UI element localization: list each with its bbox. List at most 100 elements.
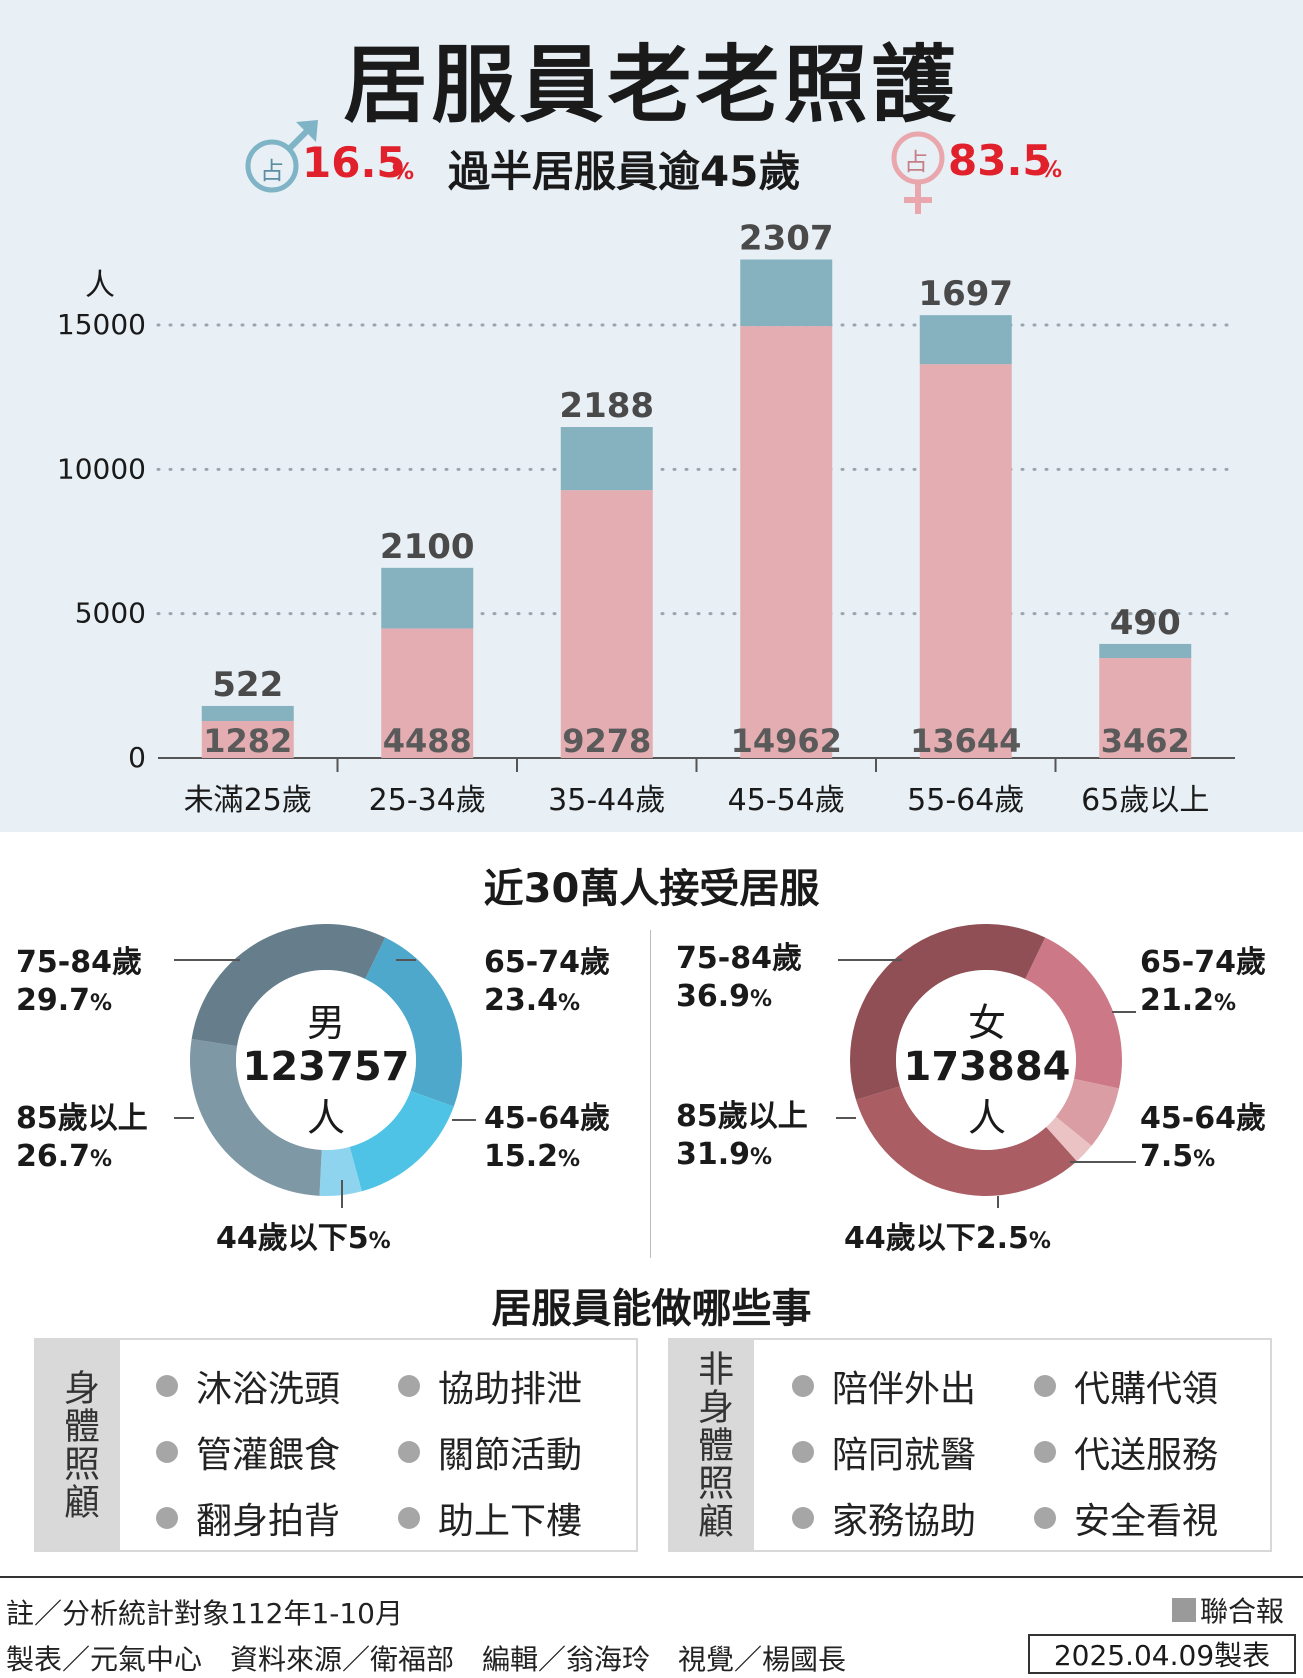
label-unit: % (750, 987, 773, 1012)
male-pct: 16.5 (302, 138, 406, 187)
nonphysical-care-label-box: 非身體照顧 (670, 1340, 754, 1550)
female-prefix: 占 (904, 148, 928, 176)
label-name: 65-74歲 (1140, 945, 1266, 980)
task-text: 協助排泄 (438, 1369, 583, 1410)
bar-value-label-male: 2100 (380, 527, 475, 567)
female-label-44-under: 44歲以下2.5% (844, 1220, 1051, 1261)
bullet-icon (398, 1375, 420, 1397)
bar-female (740, 326, 833, 758)
label-unit: % (558, 1147, 581, 1172)
bullet-icon (1034, 1375, 1056, 1397)
task-item: 家務協助 (792, 1492, 976, 1544)
y-tick-label: 5000 (75, 597, 146, 630)
bullet-icon (156, 1441, 178, 1463)
x-tick-label: 35-44歲 (548, 783, 665, 818)
female-label-45-64: 45-64歲 7.5% (1140, 1100, 1266, 1179)
bullet-icon (398, 1507, 420, 1529)
task-text: 陪同就醫 (832, 1435, 977, 1476)
bullet-icon (792, 1375, 814, 1397)
label-name: 75-84歲 (676, 941, 802, 976)
label-name: 45-64歲 (1140, 1101, 1266, 1136)
bar-value-label-male: 1697 (918, 274, 1013, 314)
donut-hole (236, 970, 416, 1150)
female-pct-unit: % (1040, 158, 1063, 183)
task-text: 關節活動 (438, 1435, 583, 1476)
donut-slice (855, 1086, 1077, 1196)
label-pct: 7.5 (1140, 1139, 1194, 1174)
male-label-75-84: 75-84歲 29.7% (16, 944, 142, 1023)
bullet-icon (156, 1375, 178, 1397)
nonphysical-care-label: 非身體照顧 (692, 1350, 733, 1540)
label-name: 65-74歲 (484, 945, 610, 980)
donut-slice (189, 1039, 322, 1196)
label-pct: 23.4 (484, 983, 559, 1018)
bar-male (1099, 643, 1192, 659)
male-label-85-up: 85歲以上 26.7% (16, 1100, 148, 1179)
donut-chart-male (174, 924, 476, 1208)
male-label-44-under: 44歲以下5% (216, 1220, 391, 1261)
male-pct-unit: % (392, 160, 415, 185)
bar-value-label-female: 13644 (910, 722, 1021, 760)
female-center-count: 173884 (903, 1044, 1071, 1090)
physical-care-box: 身體照顧 沐浴洗頭 協助排泄 管灌餵食 關節活動 翻身拍背 助上下樓 (34, 1338, 638, 1552)
task-text: 沐浴洗頭 (196, 1369, 341, 1410)
label-pct: 36.9 (676, 979, 751, 1014)
task-text: 管灌餵食 (196, 1435, 341, 1476)
label-pct: 31.9 (676, 1137, 751, 1172)
task-item: 安全看視 (1034, 1492, 1218, 1544)
footer-date-box: 2025.04.09製表 (1028, 1634, 1296, 1674)
nonphysical-care-box: 非身體照顧 陪伴外出 代購代領 陪同就醫 代送服務 家務協助 安全看視 (668, 1338, 1272, 1552)
label-pct: 21.2 (1140, 983, 1215, 1018)
page-title: 居服員老老照護 (343, 36, 960, 134)
female-label-75-84: 75-84歲 36.9% (676, 940, 802, 1019)
bar-male (560, 427, 653, 491)
bar-value-label-male: 2188 (559, 386, 654, 426)
label-name: 45-64歲 (484, 1101, 610, 1136)
footer-credits: 製表／元氣中心 資料來源／衛福部 編輯／翁海玲 視覺／楊國長 (6, 1643, 847, 1676)
label-unit: % (368, 1229, 391, 1254)
bar-value-label-female: 4488 (383, 722, 472, 760)
bullet-icon (398, 1441, 420, 1463)
label-pct: 15.2 (484, 1139, 559, 1174)
task-item: 陪同就醫 (792, 1426, 976, 1478)
label-unit: % (90, 1147, 113, 1172)
bar-value-label-male: 490 (1110, 603, 1181, 643)
task-text: 代送服務 (1074, 1435, 1219, 1476)
male-center-gender: 男 (306, 1001, 345, 1045)
bullet-icon (792, 1441, 814, 1463)
donut-hole (896, 970, 1076, 1150)
task-text: 安全看視 (1074, 1501, 1219, 1542)
donut-slice (1025, 937, 1122, 1089)
donut-slice (850, 924, 1046, 1100)
task-text: 家務協助 (832, 1501, 977, 1542)
donut-chart-female (836, 924, 1136, 1208)
label-name: 44歲以下5 (216, 1221, 369, 1256)
brand-square-icon (1172, 1598, 1196, 1622)
footer-divider (0, 1576, 1303, 1578)
tasks-title: 居服員能做哪些事 (491, 1286, 812, 1332)
bar-female (201, 720, 294, 758)
label-pct: 26.7 (16, 1139, 91, 1174)
donut-slice (191, 924, 386, 1047)
label-name: 75-84歲 (16, 945, 142, 980)
task-text: 翻身拍背 (196, 1501, 341, 1542)
male-center-unit: 人 (306, 1096, 345, 1140)
bar-chart: 0 5000 10000 15000 人 1282 522 未滿25歲 4488 2100 25-3… (57, 219, 1237, 818)
subtitle: 過半居服員逾45歲 (448, 147, 801, 196)
bar-male (919, 315, 1012, 365)
physical-care-label: 身體照顧 (58, 1369, 99, 1521)
donut-slice (319, 1146, 362, 1196)
male-label-65-74: 65-74歲 23.4% (484, 944, 610, 1023)
bar-female (919, 364, 1012, 758)
label-unit: % (558, 991, 581, 1016)
female-center-unit: 人 (967, 1096, 1006, 1140)
donut-section-title: 近30萬人接受居服 (483, 866, 820, 912)
bar-female (560, 490, 653, 758)
label-unit: % (1214, 991, 1237, 1016)
bar-male (740, 259, 833, 327)
task-text: 陪伴外出 (832, 1369, 977, 1410)
female-symbol-icon (891, 131, 945, 214)
task-item: 協助排泄 (398, 1360, 582, 1412)
task-item: 關節活動 (398, 1426, 582, 1478)
bullet-icon (1034, 1507, 1056, 1529)
